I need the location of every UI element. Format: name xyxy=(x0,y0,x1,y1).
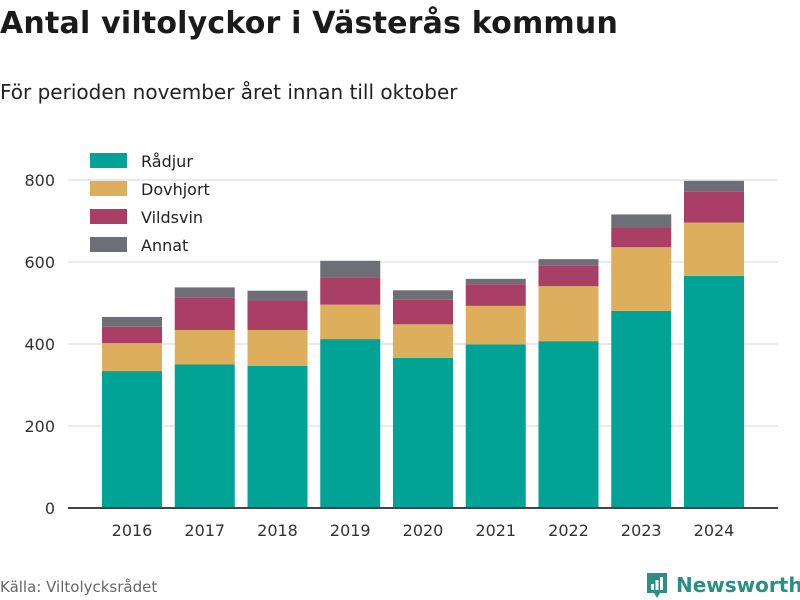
bar-segment xyxy=(320,260,381,278)
bar-segment xyxy=(465,278,526,285)
bar-segment xyxy=(611,227,672,248)
bar-segment xyxy=(538,341,599,508)
stacked-bar-chart: 2016 2017 2018 2019 2020 2021 2022 2023 2024 0 20… xyxy=(24,152,778,540)
y-tick-label: 0 xyxy=(45,499,55,518)
y-axis: 0 200 400 600 800 xyxy=(24,171,55,518)
legend-label: Rådjur xyxy=(141,152,193,171)
bar-segment xyxy=(174,297,235,331)
bar-segment xyxy=(247,330,308,366)
y-tick-label: 800 xyxy=(24,171,55,190)
y-tick-label: 600 xyxy=(24,253,55,272)
x-tick-label: 2023 xyxy=(621,521,662,540)
bar-segment xyxy=(320,304,381,340)
bar-segment xyxy=(465,284,526,306)
bar-segment xyxy=(174,364,235,508)
bar-segment xyxy=(538,286,599,342)
bar-segment xyxy=(393,357,453,508)
bar-segment xyxy=(102,371,162,508)
y-tick-label: 200 xyxy=(24,417,55,436)
x-tick-label: 2022 xyxy=(548,521,589,540)
bar-segment xyxy=(393,299,453,325)
legend-swatch xyxy=(90,181,127,196)
bar-segment xyxy=(684,180,744,192)
bars xyxy=(102,180,744,508)
bar-segment xyxy=(611,310,672,508)
bar-segment xyxy=(102,316,162,327)
x-tick-label: 2024 xyxy=(694,521,735,540)
source-note: Källa: Viltolycksrådet xyxy=(0,578,158,596)
legend-swatch xyxy=(90,153,127,168)
bar-segment xyxy=(393,324,453,358)
bar-segment xyxy=(320,277,381,305)
bar-segment xyxy=(174,287,235,298)
bar-segment xyxy=(538,265,599,287)
newsworthy-logo-icon xyxy=(647,573,667,598)
legend-swatch xyxy=(90,209,127,224)
bar-segment xyxy=(320,339,381,508)
chart-title: Antal viltolyckor i Västerås kommun xyxy=(0,6,619,41)
bar-segment xyxy=(174,330,235,365)
legend-label: Vildsvin xyxy=(141,208,203,227)
bar-segment xyxy=(247,300,308,331)
brand-name: Newsworthy xyxy=(676,573,800,597)
bar-segment xyxy=(684,275,744,508)
bar-segment xyxy=(611,214,672,228)
brand-logo: Newsworthy xyxy=(644,570,800,600)
x-axis: 2016 2017 2018 2019 2020 2021 2022 2023 2024 xyxy=(68,507,778,540)
bar-segment xyxy=(684,191,744,223)
x-tick-label: 2021 xyxy=(475,521,516,540)
bar-segment xyxy=(393,290,453,300)
bar-segment xyxy=(247,290,308,301)
legend: Rådjur Dovhjort Vildsvin Annat xyxy=(90,152,210,255)
bar-segment xyxy=(102,343,162,372)
legend-swatch xyxy=(90,237,127,252)
chart-subtitle: För perioden november året innan till ok… xyxy=(0,80,458,104)
bar-segment xyxy=(684,222,744,276)
x-tick-label: 2018 xyxy=(257,521,298,540)
bar-segment xyxy=(465,344,526,508)
x-tick-label: 2017 xyxy=(184,521,225,540)
legend-label: Dovhjort xyxy=(141,180,210,199)
bar-segment xyxy=(465,305,526,345)
bar-segment xyxy=(538,259,599,266)
y-tick-label: 400 xyxy=(24,335,55,354)
x-tick-label: 2020 xyxy=(403,521,444,540)
bar-segment xyxy=(247,365,308,508)
x-tick-label: 2019 xyxy=(330,521,371,540)
legend-label: Annat xyxy=(141,236,188,255)
x-tick-label: 2016 xyxy=(112,521,153,540)
bar-segment xyxy=(102,326,162,344)
bar-segment xyxy=(611,247,672,311)
